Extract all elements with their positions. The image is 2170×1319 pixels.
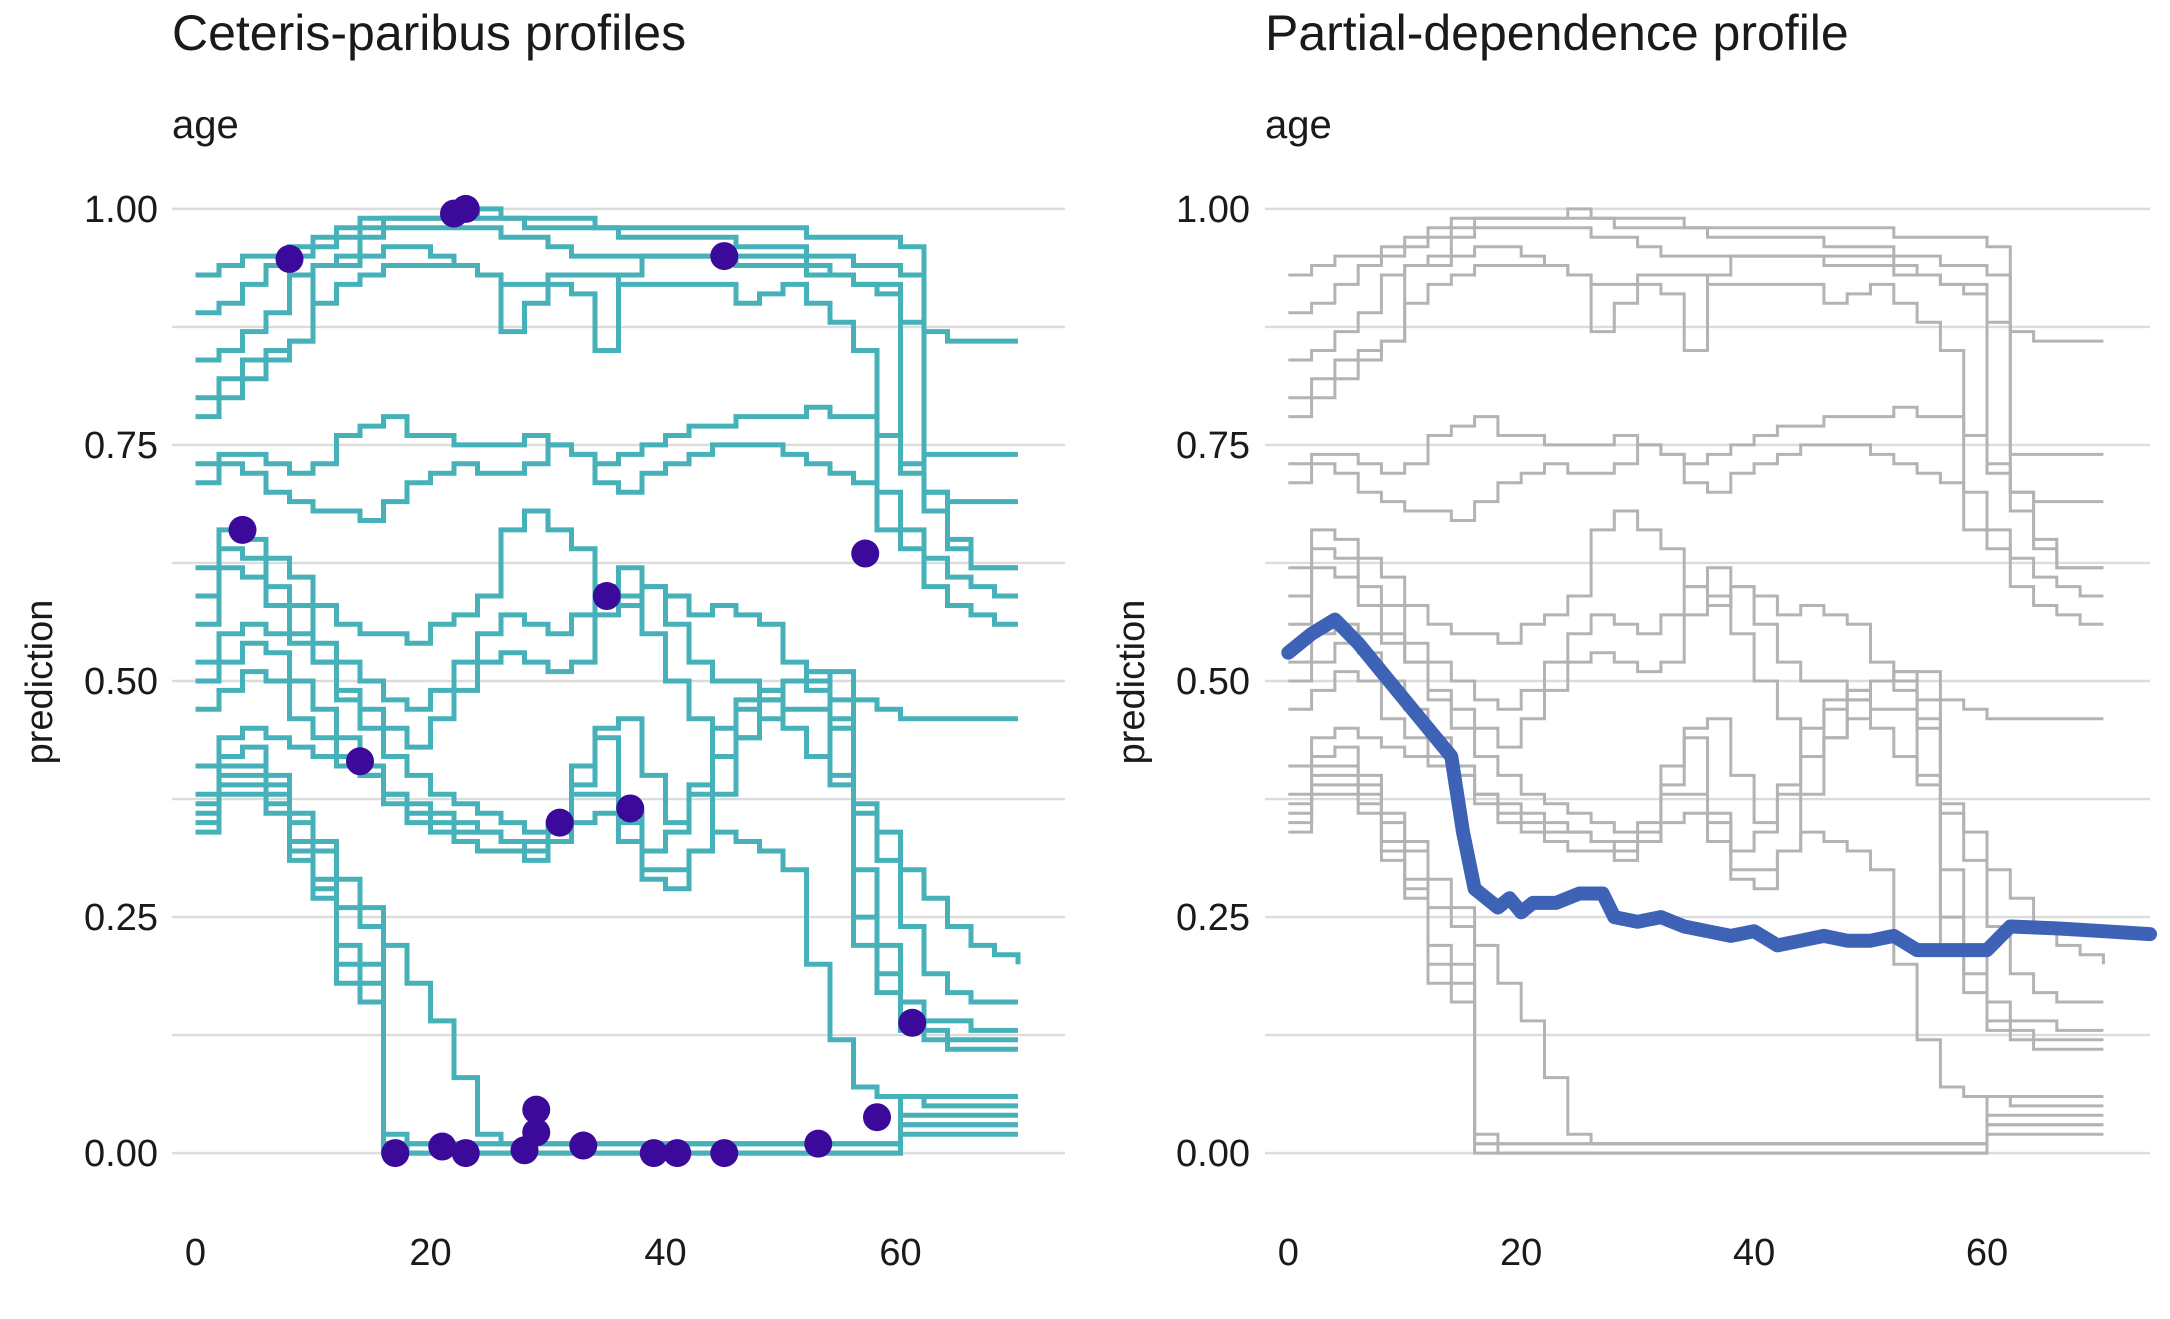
observation-point bbox=[228, 515, 257, 544]
profile-line bbox=[1288, 443, 2104, 598]
y-tick-label: 1.00 bbox=[84, 189, 158, 231]
profile-line bbox=[1288, 245, 2104, 570]
profile-line bbox=[195, 725, 1018, 1099]
grid bbox=[172, 207, 1065, 1155]
profile-line bbox=[1288, 405, 2104, 570]
y-axis-label: prediction bbox=[19, 600, 61, 765]
profile-line bbox=[1288, 566, 2104, 1004]
x-tick-label: 40 bbox=[644, 1232, 686, 1274]
profile-line bbox=[1288, 773, 2104, 1146]
y-tick-label: 0.25 bbox=[84, 897, 158, 939]
profile-line bbox=[1288, 622, 2104, 1032]
profile-line bbox=[1288, 216, 2104, 456]
y-tick-label: 0.00 bbox=[84, 1133, 158, 1175]
observation-point bbox=[616, 794, 645, 823]
x-tick-label: 20 bbox=[1500, 1232, 1542, 1274]
panel-partial-dependence: Partial-dependence profile age predictio… bbox=[1111, 5, 2157, 1274]
profile-line bbox=[195, 442, 1018, 599]
profile-line bbox=[195, 225, 1018, 505]
profile-line bbox=[1288, 226, 2104, 504]
observation-point bbox=[522, 1118, 551, 1147]
panel-subtitle: age bbox=[172, 103, 239, 147]
y-tick-label: 0.25 bbox=[1176, 897, 1250, 939]
x-tick-label: 40 bbox=[1733, 1232, 1775, 1274]
y-tick-labels: 0.00 0.25 0.50 0.75 1.00 bbox=[84, 189, 158, 1175]
observation-point bbox=[545, 808, 574, 837]
pd-line-group bbox=[1281, 612, 2157, 958]
observation-point bbox=[851, 539, 880, 568]
observation-point bbox=[804, 1129, 833, 1158]
observation-point bbox=[663, 1139, 692, 1168]
observation-point bbox=[710, 1139, 739, 1168]
observation-point bbox=[381, 1139, 410, 1168]
profile-line bbox=[1288, 547, 2105, 965]
profile-line bbox=[195, 621, 1018, 1033]
y-tick-label: 0.50 bbox=[1176, 661, 1250, 703]
observation-point bbox=[451, 1139, 480, 1168]
observation-point bbox=[275, 244, 304, 273]
profile-line bbox=[195, 404, 1018, 571]
profile-line bbox=[1288, 726, 2104, 1098]
panel-ceteris-paribus: Ceteris-paribus profiles age prediction … bbox=[19, 5, 1065, 1274]
x-tick-label: 60 bbox=[1966, 1232, 2008, 1274]
observation-point bbox=[569, 1131, 598, 1160]
x-tick-label: 0 bbox=[1278, 1232, 1299, 1274]
y-tick-label: 0.50 bbox=[84, 661, 158, 703]
profile-line bbox=[195, 244, 1018, 571]
observation-points bbox=[228, 194, 927, 1168]
background-profile-lines bbox=[1288, 207, 2105, 1155]
y-tick-label: 0.75 bbox=[1176, 425, 1250, 467]
observation-point bbox=[898, 1008, 927, 1037]
y-tick-label: 0.00 bbox=[1176, 1133, 1250, 1175]
profile-line bbox=[195, 565, 1018, 1005]
observation-point bbox=[522, 1095, 551, 1124]
y-tick-label: 1.00 bbox=[1176, 189, 1250, 231]
profile-line bbox=[1288, 792, 2104, 1155]
observation-point bbox=[451, 194, 480, 223]
pd-line bbox=[1281, 612, 2157, 958]
y-axis-label: prediction bbox=[1111, 600, 1153, 765]
x-tick-label: 0 bbox=[185, 1232, 206, 1274]
y-tick-label: 0.75 bbox=[84, 425, 158, 467]
y-tick-labels: 0.00 0.25 0.50 0.75 1.00 bbox=[1176, 189, 1250, 1175]
observation-point bbox=[863, 1103, 891, 1132]
panel-title: Partial-dependence profile bbox=[1265, 5, 1849, 61]
observation-point bbox=[639, 1139, 668, 1168]
panel-subtitle: age bbox=[1265, 103, 1332, 147]
x-tick-labels: 0 20 40 60 bbox=[185, 1232, 922, 1274]
profile-line bbox=[195, 763, 1018, 1147]
observation-point bbox=[710, 242, 739, 271]
x-tick-label: 20 bbox=[409, 1232, 451, 1274]
observation-point bbox=[592, 582, 621, 611]
observation-point bbox=[428, 1132, 457, 1161]
profile-line bbox=[195, 669, 1018, 1052]
panel-title: Ceteris-paribus profiles bbox=[172, 5, 686, 61]
x-tick-label: 60 bbox=[879, 1232, 921, 1274]
observation-point bbox=[346, 747, 374, 776]
x-tick-labels: 0 20 40 60 bbox=[1278, 1232, 2008, 1274]
